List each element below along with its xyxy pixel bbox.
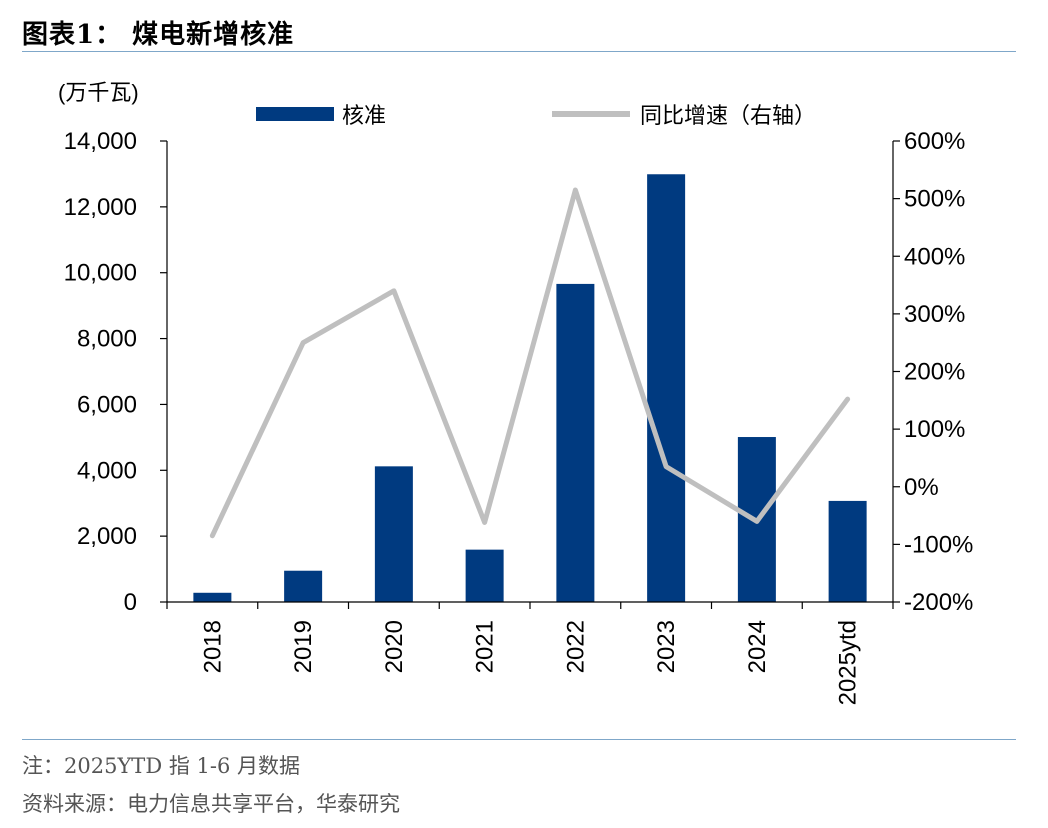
x-axis-tick-label: 2024 — [744, 620, 771, 673]
source-note: 资料来源：电力信息共享平台，华泰研究 — [22, 792, 400, 816]
bar — [193, 592, 232, 602]
line-series — [209, 187, 851, 539]
left-axis-tick-label: 12,000 — [64, 194, 137, 221]
x-axis-tick-label: 2021 — [472, 620, 499, 673]
x-axis-tick-label: 2025ytd — [835, 620, 862, 705]
right-axis-tick-label: -100% — [904, 531, 973, 558]
right-axis-tick-label: 0% — [904, 474, 939, 501]
bar — [374, 466, 413, 602]
right-axis-tick-label: 600% — [904, 128, 965, 155]
left-axis-tick-label: 2,000 — [77, 523, 137, 550]
chart-canvas: (万千瓦) 核准 同比增速（右轴） 0 2,000 4,000 6,000 8,000 1… — [58, 80, 973, 705]
right-axis-tick-label: 300% — [904, 301, 965, 328]
legend-bar-label: 核准 — [342, 104, 386, 129]
bar — [284, 570, 323, 602]
x-axis-tick-label: 2020 — [381, 620, 408, 673]
bar — [556, 283, 595, 602]
right-axis-tick-label: 200% — [904, 359, 965, 386]
left-axis-tick-label: 8,000 — [77, 326, 137, 353]
right-axis-tick-label: -200% — [904, 589, 973, 616]
left-axis-unit-label: (万千瓦) — [58, 80, 139, 105]
footer-divider — [22, 739, 1016, 740]
bar — [647, 174, 686, 602]
chart-title: 图表1： 煤电新增核准 — [22, 20, 295, 50]
x-axis-tick-label: 2022 — [562, 620, 589, 673]
left-axis-tick-label: 10,000 — [64, 260, 137, 287]
legend-bar-swatch — [256, 107, 334, 121]
right-axis-tick-label: 400% — [904, 243, 965, 270]
left-axis-tick-label: 14,000 — [64, 128, 137, 155]
title-divider — [22, 51, 1016, 52]
right-axis-tick-label: 100% — [904, 416, 965, 443]
x-axis-tick-label: 2019 — [290, 620, 317, 673]
left-axis-tick-label: 4,000 — [77, 457, 137, 484]
legend: 核准 同比增速（右轴） — [256, 104, 816, 129]
left-axis-tick-label: 0 — [124, 589, 137, 616]
legend-line-label: 同比增速（右轴） — [640, 104, 816, 129]
footnote: 注：2025YTD 指 1-6 月数据 — [22, 754, 300, 778]
bar — [828, 500, 867, 602]
left-axis-tick-label: 6,000 — [77, 391, 137, 418]
right-axis-tick-label: 500% — [904, 186, 965, 213]
x-axis: 2018 2019 2020 2021 2022 2023 2024 2025ytd — [166, 601, 894, 705]
growth-line — [209, 187, 851, 539]
bar — [465, 549, 504, 602]
x-axis-tick-label: 2023 — [653, 620, 680, 673]
x-axis-tick-label: 2018 — [199, 620, 226, 673]
bar-series — [193, 174, 867, 602]
left-axis: 0 2,000 4,000 6,000 8,000 10,000 12,000 14,000 — [64, 128, 168, 616]
right-axis: -200% -100% 0% 100% 200% 300% 400% 500% 600% — [892, 128, 973, 616]
